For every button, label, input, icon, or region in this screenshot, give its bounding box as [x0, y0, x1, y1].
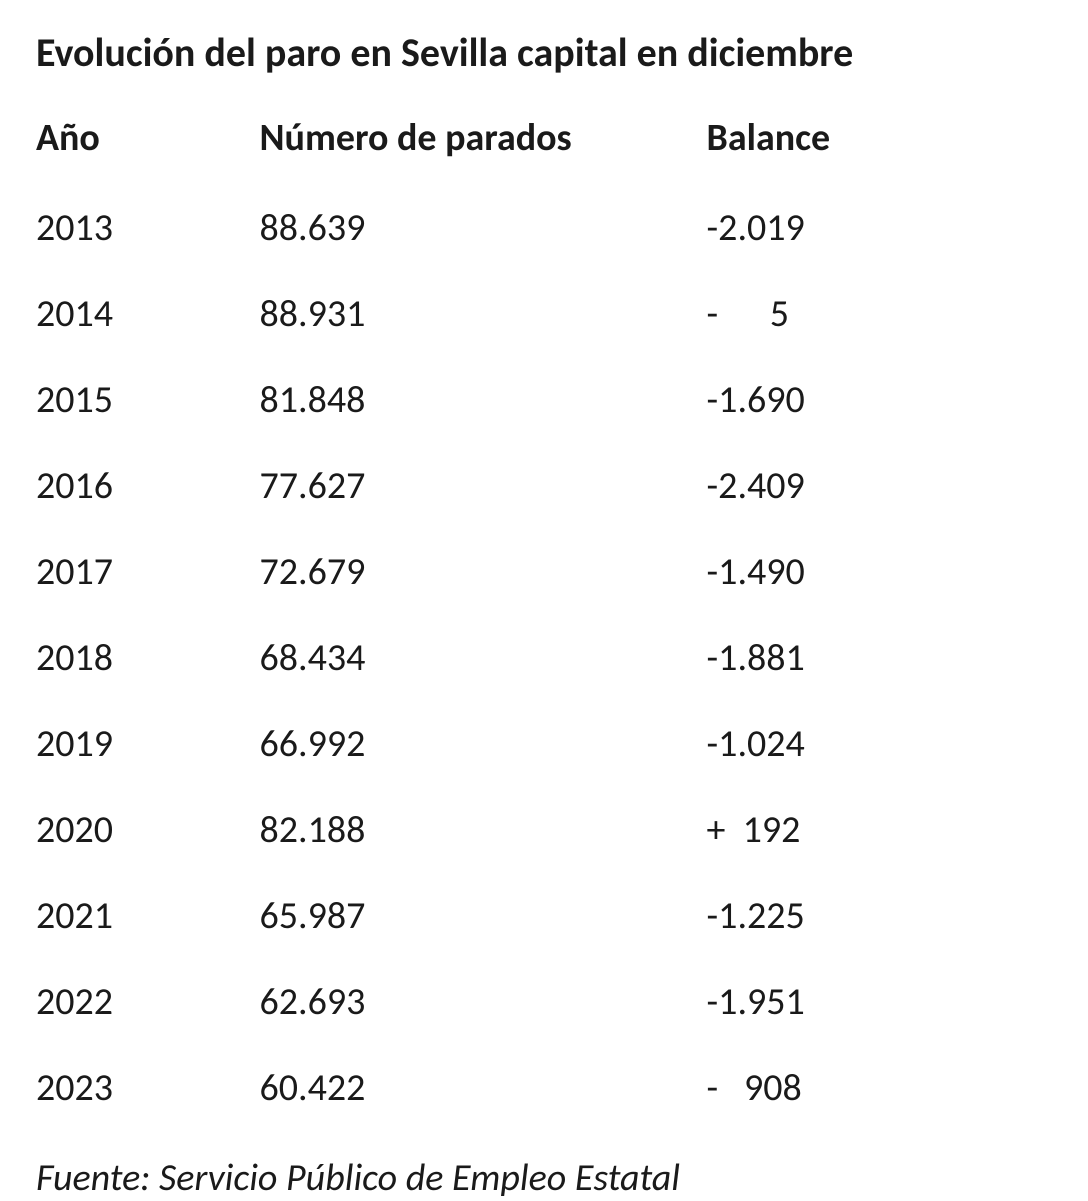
cell-parados: 82.188: [260, 787, 707, 873]
cell-balance: - 5: [707, 271, 1052, 357]
cell-year: 2021: [36, 873, 260, 959]
cell-year: 2016: [36, 443, 260, 529]
table-row: 2022 62.693 -1.951: [36, 959, 1052, 1045]
cell-year: 2022: [36, 959, 260, 1045]
cell-year: 2015: [36, 357, 260, 443]
cell-balance: -1.951: [707, 959, 1052, 1045]
cell-year: 2020: [36, 787, 260, 873]
cell-balance: + 192: [707, 787, 1052, 873]
table-row: 2013 88.639 -2.019: [36, 185, 1052, 271]
cell-parados: 88.639: [260, 185, 707, 271]
table-row: 2014 88.931 - 5: [36, 271, 1052, 357]
col-header-year: Año: [36, 105, 260, 185]
cell-year: 2013: [36, 185, 260, 271]
cell-parados: 72.679: [260, 529, 707, 615]
table-row: 2016 77.627 -2.409: [36, 443, 1052, 529]
cell-year: 2023: [36, 1045, 260, 1131]
cell-parados: 65.987: [260, 873, 707, 959]
cell-parados: 68.434: [260, 615, 707, 701]
cell-balance: -2.409: [707, 443, 1052, 529]
table-row: 2018 68.434 -1.881: [36, 615, 1052, 701]
source-note: Fuente: Servicio Público de Empleo Estat…: [36, 1155, 1052, 1201]
cell-year: 2018: [36, 615, 260, 701]
cell-year: 2017: [36, 529, 260, 615]
cell-parados: 81.848: [260, 357, 707, 443]
table-body: 2013 88.639 -2.019 2014 88.931 - 5 2015 …: [36, 185, 1052, 1131]
cell-year: 2019: [36, 701, 260, 787]
cell-balance: -1.024: [707, 701, 1052, 787]
cell-balance: - 908: [707, 1045, 1052, 1131]
cell-balance: -1.881: [707, 615, 1052, 701]
col-header-balance: Balance: [707, 105, 1052, 185]
cell-year: 2014: [36, 271, 260, 357]
cell-balance: -1.490: [707, 529, 1052, 615]
col-header-parados: Número de parados: [260, 105, 707, 185]
cell-balance: -2.019: [707, 185, 1052, 271]
cell-parados: 66.992: [260, 701, 707, 787]
cell-parados: 88.931: [260, 271, 707, 357]
cell-balance: -1.690: [707, 357, 1052, 443]
cell-parados: 77.627: [260, 443, 707, 529]
cell-parados: 60.422: [260, 1045, 707, 1131]
data-table: Año Número de parados Balance 2013 88.63…: [36, 105, 1052, 1131]
table-row: 2020 82.188 + 192: [36, 787, 1052, 873]
table-header-row: Año Número de parados Balance: [36, 105, 1052, 185]
table-row: 2015 81.848 -1.690: [36, 357, 1052, 443]
cell-parados: 62.693: [260, 959, 707, 1045]
page-title: Evolución del paro en Sevilla capital en…: [36, 28, 1052, 77]
cell-balance: -1.225: [707, 873, 1052, 959]
table-row: 2017 72.679 -1.490: [36, 529, 1052, 615]
table-row: 2021 65.987 -1.225: [36, 873, 1052, 959]
table-row: 2023 60.422 - 908: [36, 1045, 1052, 1131]
table-row: 2019 66.992 -1.024: [36, 701, 1052, 787]
